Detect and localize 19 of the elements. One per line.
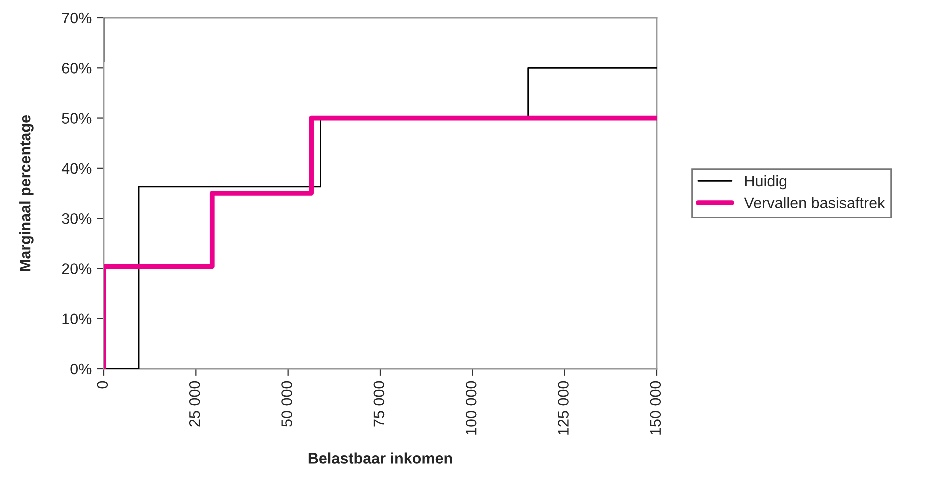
x-tick-label: 0 — [97, 381, 108, 389]
x-tick-label: 50 000 — [282, 381, 292, 427]
y-tick-label: 30% — [62, 213, 92, 224]
x-tick-label: 100 000 — [466, 381, 477, 435]
y-tick-label: 10% — [62, 314, 92, 325]
y-tick-label: 60% — [62, 63, 92, 74]
x-tick-label: 25 000 — [189, 381, 200, 427]
y-tick-label: 20% — [62, 264, 92, 274]
legend-label: Huidig — [745, 175, 787, 190]
y-tick-label: 0% — [70, 364, 92, 375]
x-tick-label: 125 000 — [558, 381, 569, 435]
x-tick-label: 150 000 — [650, 381, 662, 435]
y-tick-label: 50% — [62, 113, 92, 124]
y-tick-label: 70% — [62, 12, 92, 24]
legend-label: Vervallen basisaftrek — [744, 197, 886, 209]
y-tick-label: 40% — [62, 163, 92, 174]
x-tick-label: 75 000 — [374, 381, 385, 427]
x-axis-title: Belastbaar inkomen — [308, 452, 452, 464]
y-axis-title: Marginaal percentage — [20, 115, 34, 272]
